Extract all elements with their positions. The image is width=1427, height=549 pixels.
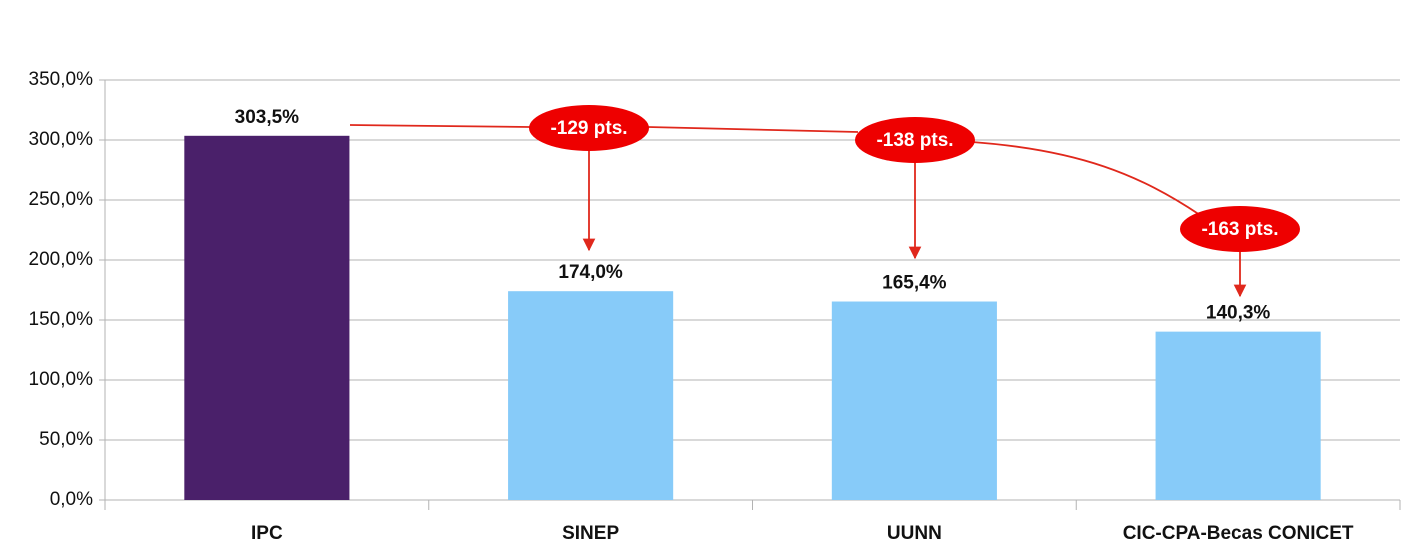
x-tick-label: IPC [251, 523, 283, 544]
connector [349, 124, 531, 128]
value-label: 174,0% [558, 262, 623, 283]
annotation-bubble [529, 105, 649, 151]
bar [508, 291, 674, 500]
y-tick-label: 150,0% [29, 309, 94, 330]
x-tick-label: CIC-CPA-Becas CONICET [1123, 523, 1354, 544]
y-tick-label: 350,0% [29, 69, 94, 90]
y-tick-label: 250,0% [29, 189, 94, 210]
value-label: 140,3% [1206, 303, 1271, 324]
y-tick-label: 0,0% [50, 489, 93, 510]
y-tick-label: 300,0% [29, 129, 94, 150]
y-tick-label: 200,0% [29, 249, 94, 270]
annotation-label: -129 pts. [550, 118, 627, 139]
annotation-bubble [855, 117, 975, 163]
bar [831, 301, 997, 500]
bar [1155, 331, 1321, 500]
bar [184, 135, 350, 501]
y-tick-label: 100,0% [29, 369, 94, 390]
annotation-bubble [1180, 206, 1300, 252]
annotation-label: -163 pts. [1201, 219, 1278, 240]
connector [647, 126, 859, 133]
y-tick-label: 50,0% [39, 429, 93, 450]
value-label: 303,5% [235, 107, 300, 128]
annotation-label: -138 pts. [876, 130, 953, 151]
value-label: 165,4% [882, 273, 947, 294]
connector [971, 141, 1201, 216]
x-tick-label: UUNN [887, 523, 942, 544]
x-tick-label: SINEP [562, 523, 619, 544]
